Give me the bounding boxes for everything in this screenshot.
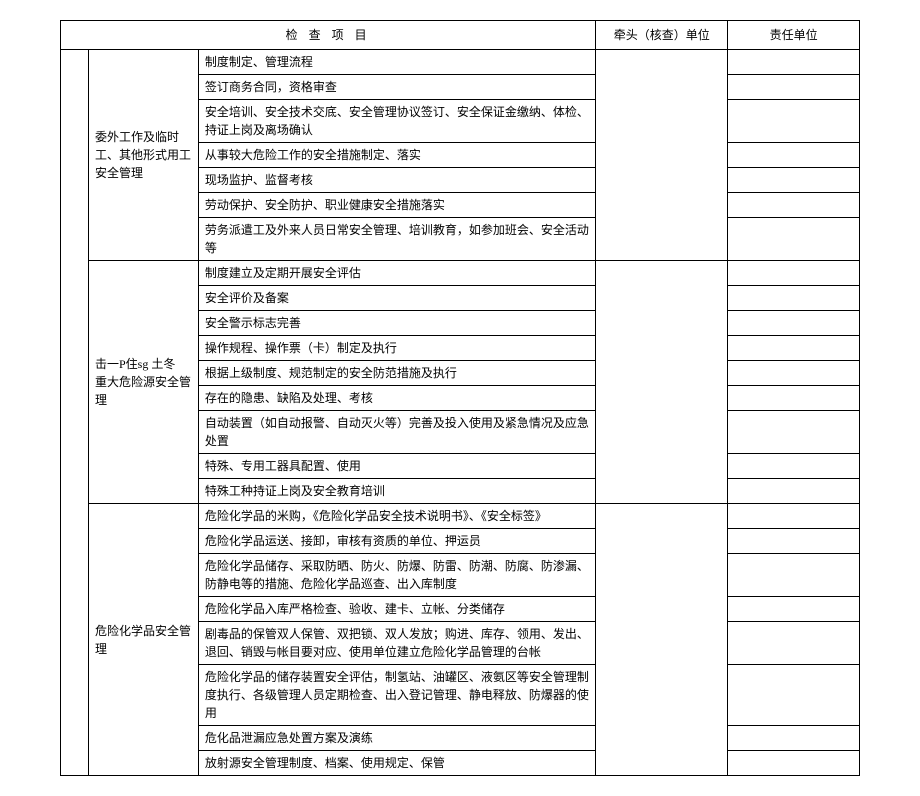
item-cell: 安全培训、安全技术交底、安全管理协议签订、安全保证金缴纳、体检、持证上岗及离场确… xyxy=(198,100,595,143)
resp-cell xyxy=(728,665,860,726)
item-cell: 特殊工种持证上岗及安全教育培训 xyxy=(198,479,595,504)
resp-cell xyxy=(728,336,860,361)
resp-cell xyxy=(728,622,860,665)
item-cell: 剧毒品的保管双人保管、双把锁、双人发放；购进、库存、领用、发出、退回、销毁与帐目… xyxy=(198,622,595,665)
item-cell: 危险化学品的米购，《危险化学品安全技术说明书》、《安全标签》 xyxy=(198,504,595,529)
inspection-table: 检 查 项 目 牵头（核查）单位 责任单位 委外工作及临时工、其他形式用工安全管… xyxy=(60,20,860,776)
category-line1: 击一P住sg 土冬 xyxy=(95,357,175,371)
resp-cell xyxy=(728,529,860,554)
resp-cell xyxy=(728,386,860,411)
item-cell: 存在的隐患、缺陷及处理、考核 xyxy=(198,386,595,411)
item-cell: 危险化学品储存、采取防晒、防火、防爆、防雷、防潮、防腐、防渗漏、防静电等的措施、… xyxy=(198,554,595,597)
item-cell: 劳动保护、安全防护、职业健康安全措施落实 xyxy=(198,193,595,218)
category-line2: 重大危险源安全管理 xyxy=(95,375,191,407)
resp-cell xyxy=(728,751,860,776)
resp-cell xyxy=(728,554,860,597)
resp-cell xyxy=(728,411,860,454)
item-cell: 危化品泄漏应急处置方案及演练 xyxy=(198,726,595,751)
header-lead-unit: 牵头（核查）单位 xyxy=(596,21,728,50)
resp-cell xyxy=(728,504,860,529)
resp-cell xyxy=(728,261,860,286)
lead-cell xyxy=(596,261,728,504)
table-row: 危险化学品安全管理 危险化学品的米购，《危险化学品安全技术说明书》、《安全标签》 xyxy=(61,504,860,529)
lead-cell xyxy=(596,504,728,776)
item-cell: 制度制定、管理流程 xyxy=(198,50,595,75)
first-col-blank xyxy=(61,50,89,776)
category-cell: 委外工作及临时工、其他形式用工安全管理 xyxy=(88,50,198,261)
header-inspect-item: 检 查 项 目 xyxy=(61,21,596,50)
item-cell: 劳务派遣工及外来人员日常安全管理、培训教育，如参加班会、安全活动等 xyxy=(198,218,595,261)
item-cell: 操作规程、操作票（卡）制定及执行 xyxy=(198,336,595,361)
resp-cell xyxy=(728,50,860,75)
resp-cell xyxy=(728,100,860,143)
item-cell: 自动装置（如自动报警、自动灭火等）完善及投入使用及紧急情况及应急处置 xyxy=(198,411,595,454)
header-responsible-unit: 责任单位 xyxy=(728,21,860,50)
item-cell: 安全警示标志完善 xyxy=(198,311,595,336)
item-cell: 危险化学品运送、接卸，审核有资质的单位、押运员 xyxy=(198,529,595,554)
item-cell: 根据上级制度、规范制定的安全防范措施及执行 xyxy=(198,361,595,386)
category-cell: 危险化学品安全管理 xyxy=(88,504,198,776)
resp-cell xyxy=(728,479,860,504)
item-cell: 制度建立及定期开展安全评估 xyxy=(198,261,595,286)
resp-cell xyxy=(728,75,860,100)
item-cell: 危险化学品的储存装置安全评估，制氢站、油罐区、液氨区等安全管理制度执行、各级管理… xyxy=(198,665,595,726)
resp-cell xyxy=(728,311,860,336)
resp-cell xyxy=(728,454,860,479)
lead-cell xyxy=(596,50,728,261)
table-row: 击一P住sg 土冬 重大危险源安全管理 制度建立及定期开展安全评估 xyxy=(61,261,860,286)
item-cell: 安全评价及备案 xyxy=(198,286,595,311)
resp-cell xyxy=(728,218,860,261)
resp-cell xyxy=(728,286,860,311)
item-cell: 从事较大危险工作的安全措施制定、落实 xyxy=(198,143,595,168)
item-cell: 特殊、专用工器具配置、使用 xyxy=(198,454,595,479)
resp-cell xyxy=(728,597,860,622)
resp-cell xyxy=(728,168,860,193)
item-cell: 签订商务合同，资格审查 xyxy=(198,75,595,100)
item-cell: 现场监护、监督考核 xyxy=(198,168,595,193)
category-cell: 击一P住sg 土冬 重大危险源安全管理 xyxy=(88,261,198,504)
item-cell: 危险化学品入库严格检查、验收、建卡、立帐、分类储存 xyxy=(198,597,595,622)
header-row: 检 查 项 目 牵头（核查）单位 责任单位 xyxy=(61,21,860,50)
resp-cell xyxy=(728,143,860,168)
resp-cell xyxy=(728,726,860,751)
resp-cell xyxy=(728,193,860,218)
item-cell: 放射源安全管理制度、档案、使用规定、保管 xyxy=(198,751,595,776)
resp-cell xyxy=(728,361,860,386)
table-row: 委外工作及临时工、其他形式用工安全管理 制度制定、管理流程 xyxy=(61,50,860,75)
